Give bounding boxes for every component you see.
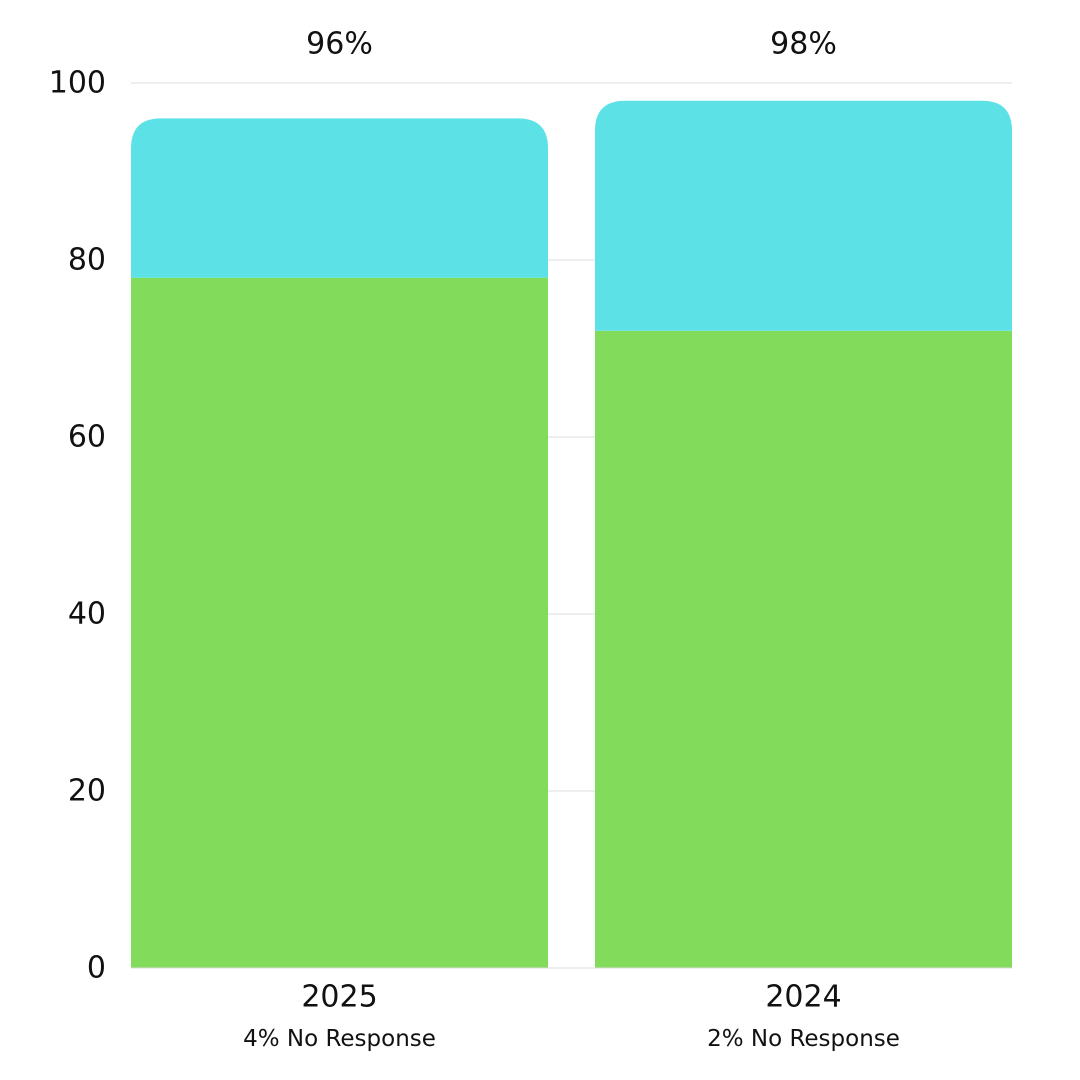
y-tick-label: 60 (68, 420, 106, 455)
x-tick-label-2025: 2025 (301, 980, 377, 1015)
y-tick-label: 0 (87, 951, 106, 986)
bar-segment-2025-1 (131, 118, 548, 278)
y-tick-label: 20 (68, 774, 106, 809)
bar-segment-2024-0 (595, 330, 1012, 968)
y-tick-label: 100 (49, 66, 106, 101)
total-label-2025: 96% (306, 27, 373, 62)
total-label-2024: 98% (770, 27, 837, 62)
x-axis: 2025 4% No Response 2024 2% No Response (131, 967, 1012, 1052)
bars (131, 100, 1012, 968)
y-axis: 0 20 40 60 80 100 (49, 66, 106, 986)
x-sublabel-2025: 4% No Response (243, 1026, 436, 1052)
y-tick-label: 80 (68, 243, 106, 278)
y-tick-label: 40 (68, 597, 106, 632)
total-labels: 96% 98% (306, 27, 837, 62)
x-tick-label-2024: 2024 (765, 980, 841, 1015)
x-sublabel-2024: 2% No Response (707, 1026, 900, 1052)
bar-segment-2024-1 (595, 100, 1012, 331)
bar-segment-2025-0 (131, 277, 548, 968)
